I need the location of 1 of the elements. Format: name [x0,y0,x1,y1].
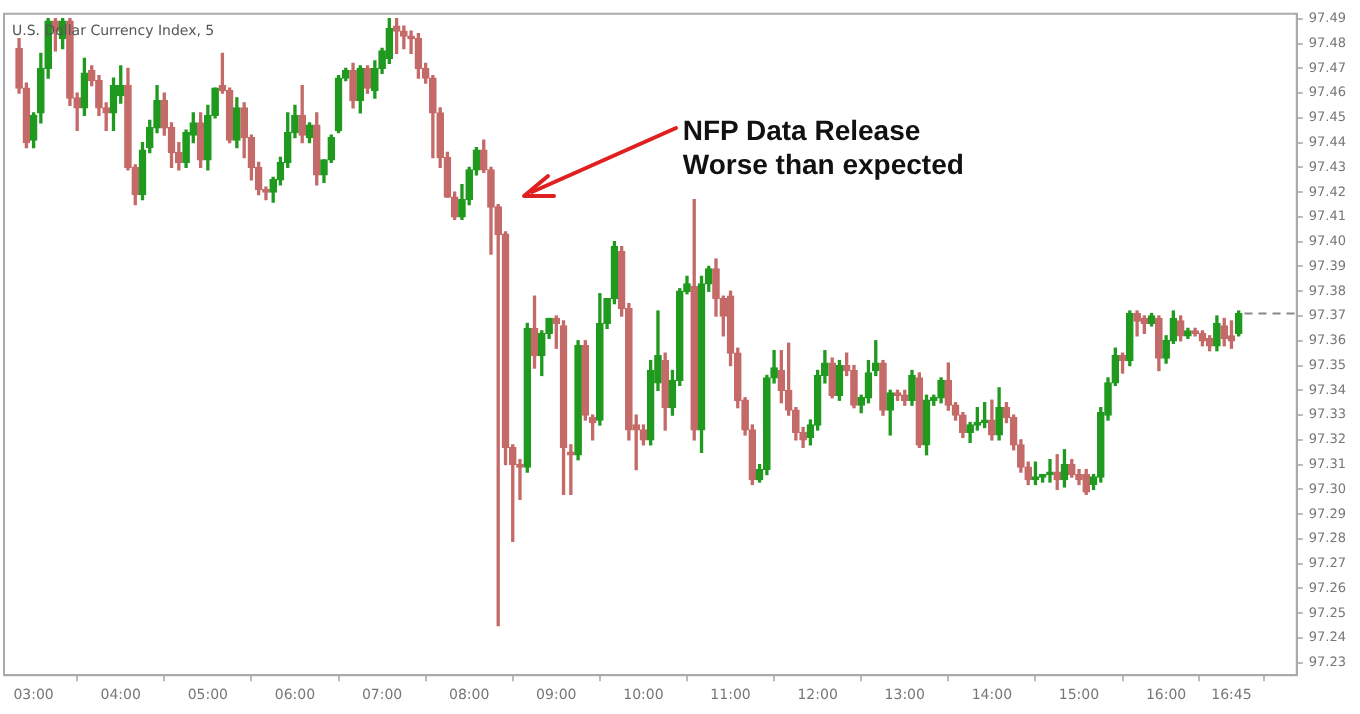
annotation: NFP Data Release Worse than expected [682,113,964,180]
